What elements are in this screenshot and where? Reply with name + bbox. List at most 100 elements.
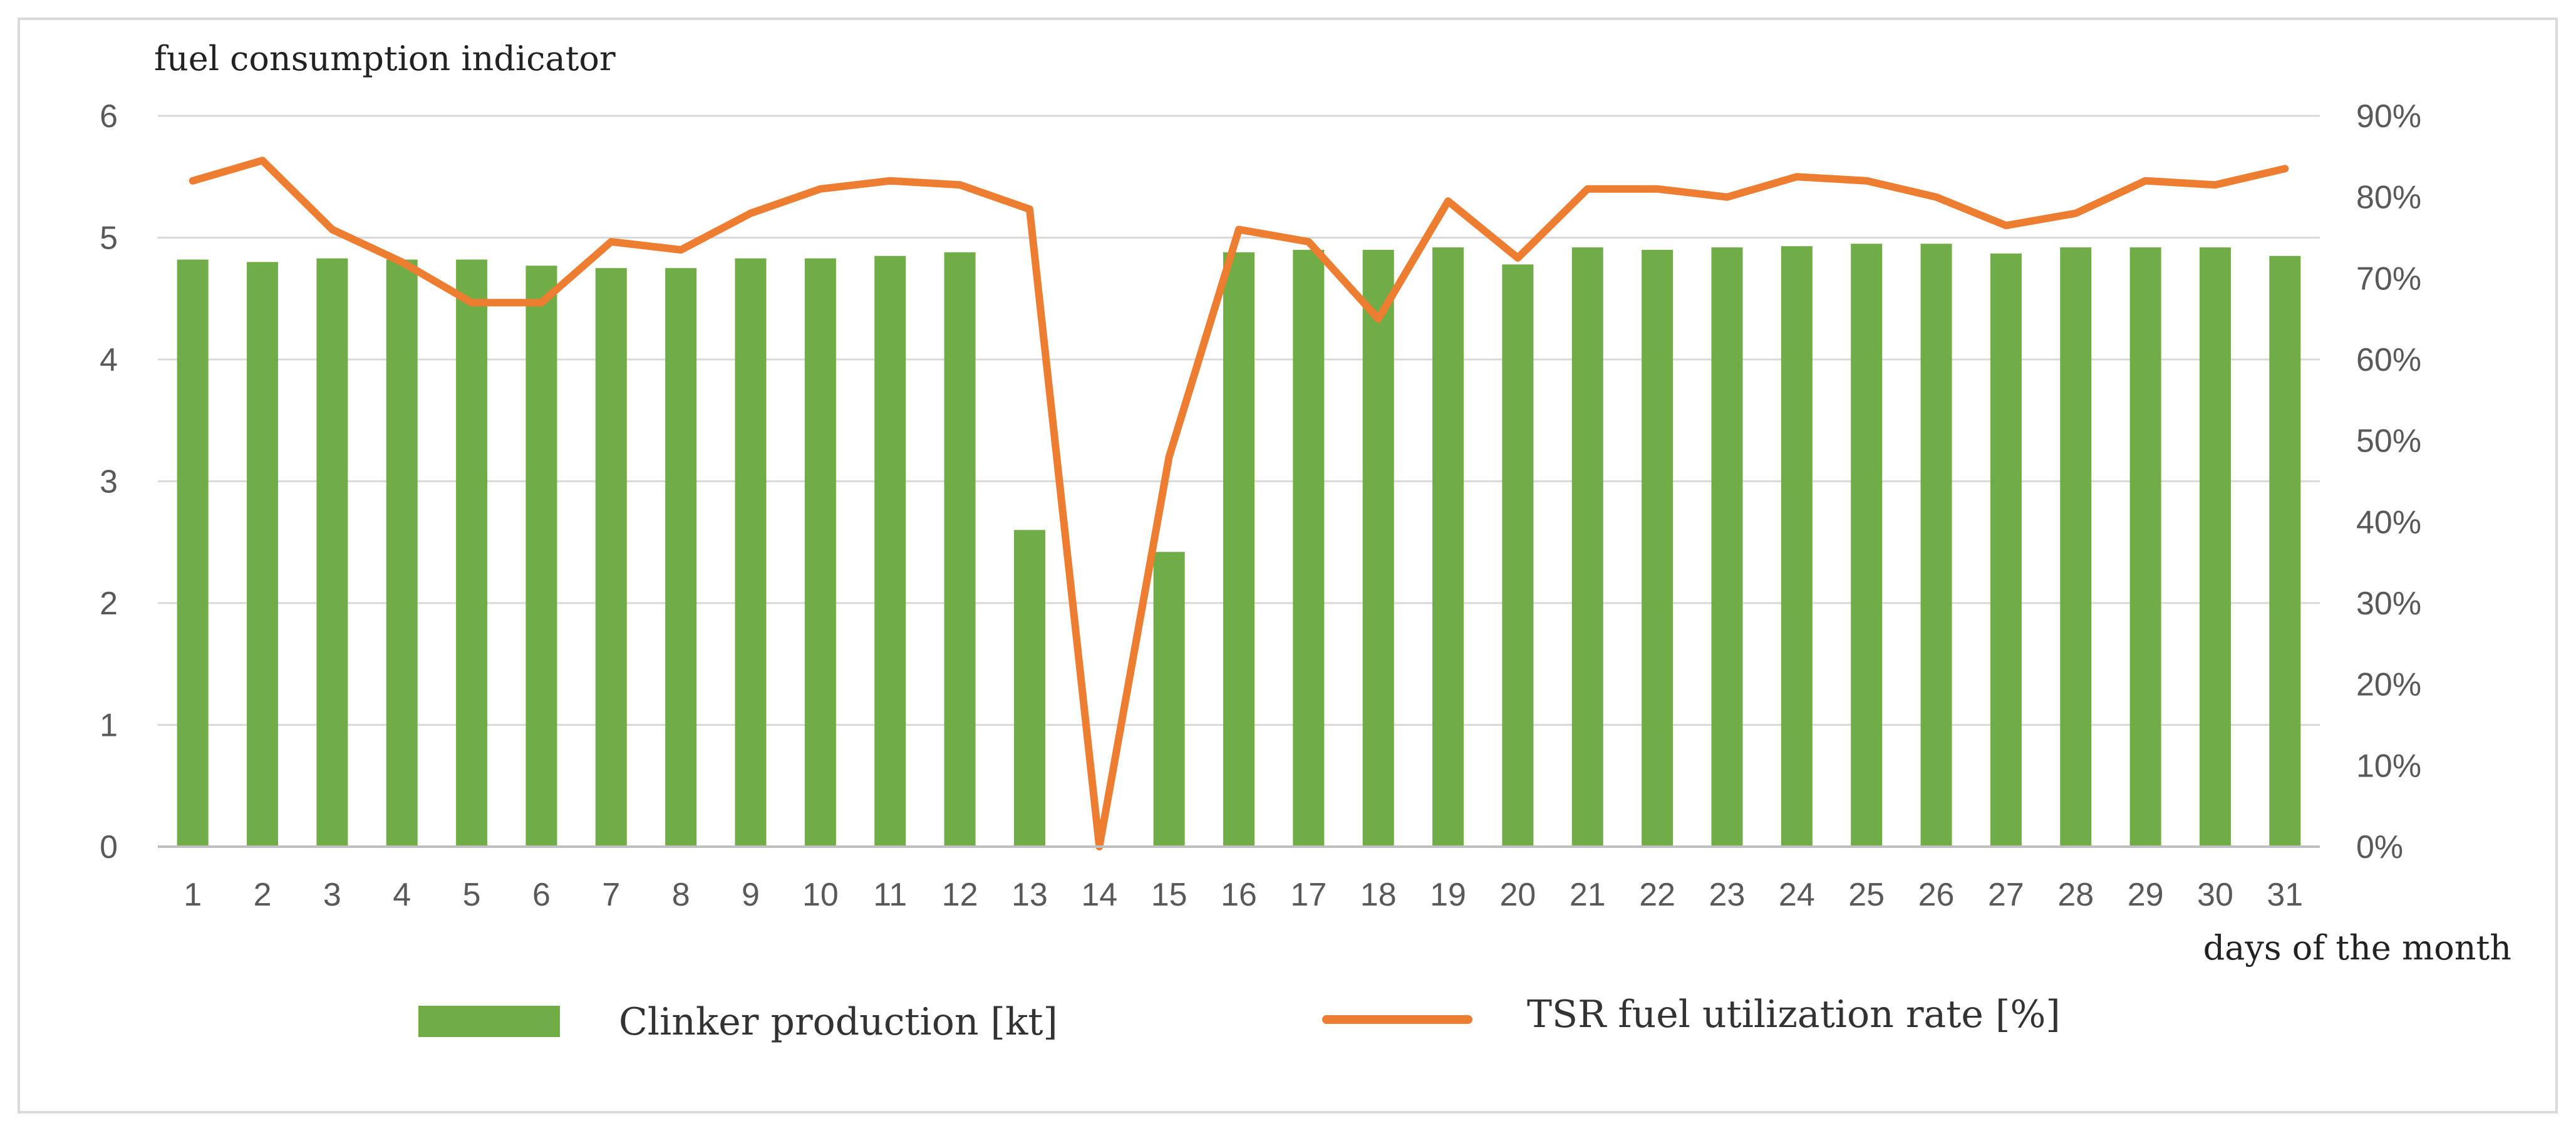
bar — [1781, 246, 1813, 847]
line-point — [1866, 180, 1868, 182]
x-tick: 16 — [1221, 877, 1257, 913]
bar — [456, 259, 488, 847]
line-point — [610, 240, 612, 242]
line-point — [1168, 456, 1170, 458]
bar — [1851, 244, 1883, 847]
bar — [2129, 247, 2161, 847]
line-point — [471, 302, 473, 304]
line-point — [1308, 240, 1310, 242]
line-point — [1238, 229, 1239, 230]
y-tick-right: 90% — [2356, 98, 2421, 135]
x-tick: 11 — [873, 877, 907, 913]
line-point — [1517, 257, 1519, 259]
y-tick-left: 4 — [100, 342, 118, 378]
line-point — [1028, 209, 1030, 210]
y-axis-title: fuel consumption indicator — [154, 39, 616, 78]
x-tick: 20 — [1499, 877, 1536, 913]
y-tick-left: 5 — [100, 220, 118, 257]
line-point — [2284, 168, 2286, 170]
y-tick-right: 0% — [2356, 829, 2403, 865]
clinker-bars — [177, 244, 2301, 847]
bar — [2269, 256, 2301, 847]
bar — [525, 266, 557, 847]
x-tick: 1 — [184, 877, 202, 913]
line-point — [2214, 184, 2216, 186]
x-tick: 6 — [532, 877, 551, 913]
x-tick: 15 — [1151, 877, 1187, 913]
x-tick: 12 — [942, 877, 978, 913]
bar — [804, 258, 836, 847]
bar — [1920, 244, 1952, 847]
bar — [1223, 252, 1254, 847]
y-tick-right: 60% — [2356, 342, 2421, 378]
line-point — [401, 261, 403, 263]
y-tick-right: 70% — [2356, 261, 2421, 297]
x-tick: 18 — [1360, 877, 1397, 913]
bar — [316, 258, 348, 847]
x-tick: 22 — [1639, 877, 1675, 913]
right-axis-ticks: 0% 10% 20% 30% 40% 50% 60% 70% 80% 90% — [2356, 98, 2421, 865]
bar — [177, 259, 209, 847]
line-point — [541, 302, 542, 304]
line-point — [889, 180, 891, 182]
x-tick: 21 — [1570, 877, 1606, 913]
line-point — [1377, 318, 1379, 320]
x-tick: 24 — [1779, 877, 1815, 913]
bar — [1571, 247, 1603, 847]
bar — [665, 268, 697, 847]
legend-swatch-clinker — [418, 1006, 560, 1037]
x-tick: 27 — [1988, 877, 2024, 913]
bar — [1362, 249, 1394, 847]
bar — [386, 259, 418, 847]
y-tick-right: 10% — [2356, 748, 2421, 784]
line-point — [1726, 196, 1728, 198]
bar — [1013, 530, 1045, 847]
y-tick-right: 40% — [2356, 504, 2421, 540]
bar — [595, 268, 627, 847]
legend-label-clinker: Clinker production [kt] — [619, 1000, 1058, 1044]
x-tick: 30 — [2197, 877, 2233, 913]
x-axis-title: days of the month — [2203, 928, 2511, 968]
legend-label-tsr: TSR fuel utilization rate [%] — [1527, 993, 2061, 1036]
x-tick: 31 — [2267, 877, 2303, 913]
y-tick-right: 30% — [2356, 586, 2421, 622]
y-tick-left: 1 — [100, 708, 118, 744]
bar — [735, 258, 767, 847]
line-point — [2144, 180, 2146, 182]
x-tick: 4 — [393, 877, 411, 913]
line-point — [331, 229, 333, 230]
line-point — [1657, 188, 1658, 190]
y-tick-right: 50% — [2356, 423, 2421, 460]
tsr-line — [189, 157, 2289, 850]
bar — [2199, 247, 2231, 847]
bar — [1642, 249, 1673, 847]
x-tick: 13 — [1011, 877, 1048, 913]
line-point — [1586, 188, 1588, 190]
y-tick-left: 2 — [100, 586, 118, 622]
x-tick: 17 — [1290, 877, 1327, 913]
x-tick: 26 — [1918, 877, 1955, 913]
left-axis-ticks: 0 1 2 3 4 5 6 — [100, 98, 118, 865]
line-point — [959, 184, 961, 186]
x-tick: 9 — [742, 877, 760, 913]
x-tick: 8 — [672, 877, 690, 913]
line-point — [1935, 196, 1937, 198]
x-tick: 3 — [323, 877, 341, 913]
bar — [944, 252, 976, 847]
line-point — [262, 160, 264, 162]
line-point — [2005, 225, 2007, 227]
line-point — [2075, 212, 2077, 214]
x-tick: 28 — [2057, 877, 2094, 913]
bar — [1502, 264, 1534, 847]
x-tick: 19 — [1430, 877, 1466, 913]
legend: Clinker production [kt] TSR fuel utiliza… — [418, 993, 2061, 1044]
bar — [1153, 552, 1185, 847]
y-tick-left: 6 — [100, 98, 118, 135]
bar — [1711, 247, 1743, 847]
bar — [874, 256, 906, 847]
x-axis-ticks: 1 2 3 4 5 6 7 8 9 10 11 12 13 14 15 16 17 18 19 20 21 22 23 24 2… — [184, 877, 2303, 913]
bar — [1293, 249, 1325, 847]
y-tick-right: 80% — [2356, 180, 2421, 216]
line-point — [1796, 176, 1798, 178]
